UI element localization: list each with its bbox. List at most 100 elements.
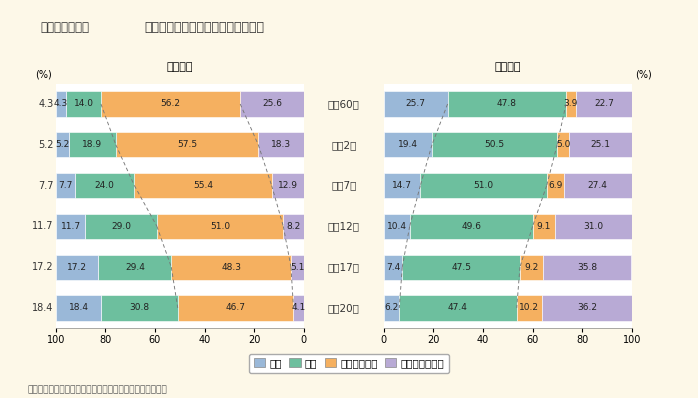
Text: 〈男性〉: 〈男性〉 bbox=[495, 62, 521, 72]
Text: 平成12年: 平成12年 bbox=[328, 221, 359, 231]
Text: 29.4: 29.4 bbox=[125, 263, 144, 272]
Text: 35.8: 35.8 bbox=[577, 263, 597, 272]
Text: 4.3: 4.3 bbox=[38, 99, 53, 109]
Bar bbox=[517, 295, 542, 321]
Bar bbox=[291, 254, 304, 280]
Text: 29.0: 29.0 bbox=[111, 222, 131, 231]
Bar bbox=[75, 173, 135, 198]
Bar bbox=[258, 132, 304, 158]
Bar bbox=[240, 91, 304, 117]
Text: 18.4: 18.4 bbox=[68, 303, 89, 312]
Text: 5.0: 5.0 bbox=[556, 140, 570, 149]
Text: 25.1: 25.1 bbox=[591, 140, 611, 149]
Bar bbox=[384, 173, 420, 198]
Text: 5.2: 5.2 bbox=[55, 140, 70, 149]
Bar bbox=[543, 254, 632, 280]
Bar bbox=[564, 173, 632, 198]
Text: (%): (%) bbox=[635, 70, 652, 80]
Text: 4.3: 4.3 bbox=[54, 100, 68, 109]
Text: 9.2: 9.2 bbox=[524, 263, 538, 272]
Bar bbox=[66, 91, 101, 117]
Bar bbox=[56, 91, 66, 117]
Bar bbox=[56, 295, 101, 321]
Text: 〈女性〉: 〈女性〉 bbox=[167, 62, 193, 72]
Bar bbox=[384, 132, 432, 158]
Bar bbox=[85, 214, 157, 239]
Text: 11.7: 11.7 bbox=[61, 222, 81, 231]
Bar bbox=[101, 91, 240, 117]
Text: 19.4: 19.4 bbox=[398, 140, 418, 149]
Legend: 中卒, 高卒, 高専・短大卒, 大学・大学院卒: 中卒, 高卒, 高専・短大卒, 大学・大学院卒 bbox=[249, 353, 449, 373]
Text: 50.5: 50.5 bbox=[484, 140, 505, 149]
Bar bbox=[101, 295, 178, 321]
Bar bbox=[157, 214, 283, 239]
Bar bbox=[557, 132, 570, 158]
Text: 49.6: 49.6 bbox=[461, 222, 481, 231]
Text: (%): (%) bbox=[36, 70, 52, 80]
Text: 56.2: 56.2 bbox=[161, 100, 181, 109]
Text: 平成20年: 平成20年 bbox=[328, 303, 359, 313]
Text: （備考）厚生労働省「賃金構造基本統計調査」より作成。: （備考）厚生労働省「賃金構造基本統計調査」より作成。 bbox=[28, 385, 168, 394]
Bar bbox=[520, 254, 543, 280]
Bar bbox=[69, 132, 116, 158]
Text: 10.4: 10.4 bbox=[387, 222, 407, 231]
Text: 17.2: 17.2 bbox=[31, 262, 53, 272]
Bar bbox=[116, 132, 258, 158]
Bar bbox=[410, 214, 533, 239]
Text: 平成17年: 平成17年 bbox=[328, 262, 359, 272]
Bar bbox=[384, 295, 399, 321]
Text: 平成2年: 平成2年 bbox=[331, 140, 357, 150]
Bar bbox=[384, 214, 410, 239]
Text: 8.2: 8.2 bbox=[286, 222, 301, 231]
Text: 12.9: 12.9 bbox=[278, 181, 297, 190]
Bar bbox=[542, 295, 632, 321]
Text: 47.8: 47.8 bbox=[497, 100, 517, 109]
Bar bbox=[533, 214, 555, 239]
Text: 48.3: 48.3 bbox=[221, 263, 241, 272]
Bar bbox=[447, 91, 566, 117]
Text: 27.4: 27.4 bbox=[588, 181, 608, 190]
Bar bbox=[56, 132, 69, 158]
Bar bbox=[384, 91, 447, 117]
Text: 10.2: 10.2 bbox=[519, 303, 540, 312]
Text: 47.5: 47.5 bbox=[451, 263, 471, 272]
Bar bbox=[98, 254, 171, 280]
Text: 25.7: 25.7 bbox=[406, 100, 426, 109]
Text: 17.2: 17.2 bbox=[67, 263, 87, 272]
Bar bbox=[283, 214, 304, 239]
Text: 11.7: 11.7 bbox=[32, 221, 53, 231]
Text: 46.7: 46.7 bbox=[225, 303, 246, 312]
Bar bbox=[402, 254, 520, 280]
Bar bbox=[547, 173, 564, 198]
Text: 18.4: 18.4 bbox=[32, 303, 53, 313]
Text: 5.2: 5.2 bbox=[38, 140, 53, 150]
Text: 47.4: 47.4 bbox=[448, 303, 468, 312]
Text: 平成7年: 平成7年 bbox=[331, 181, 357, 191]
Text: 7.4: 7.4 bbox=[386, 263, 400, 272]
Bar bbox=[384, 254, 402, 280]
Text: 22.7: 22.7 bbox=[594, 100, 614, 109]
Bar bbox=[432, 132, 557, 158]
Text: 学歴別一般労働者の構成割合の推移: 学歴別一般労働者の構成割合の推移 bbox=[144, 21, 265, 34]
Bar bbox=[566, 91, 576, 117]
Text: 5.1: 5.1 bbox=[290, 263, 304, 272]
Text: 55.4: 55.4 bbox=[193, 181, 213, 190]
Text: 36.2: 36.2 bbox=[577, 303, 597, 312]
Text: 51.0: 51.0 bbox=[473, 181, 493, 190]
Bar bbox=[56, 254, 98, 280]
Text: 7.7: 7.7 bbox=[58, 181, 73, 190]
Text: 14.0: 14.0 bbox=[73, 100, 94, 109]
Bar bbox=[555, 214, 632, 239]
Bar bbox=[399, 295, 517, 321]
Bar bbox=[570, 132, 632, 158]
Text: 昭和60年: 昭和60年 bbox=[328, 99, 359, 109]
Text: 9.1: 9.1 bbox=[537, 222, 551, 231]
Bar bbox=[272, 173, 304, 198]
Bar bbox=[56, 173, 75, 198]
Text: 30.8: 30.8 bbox=[130, 303, 149, 312]
Text: 18.3: 18.3 bbox=[271, 140, 291, 149]
Text: 31.0: 31.0 bbox=[584, 222, 604, 231]
Text: 3.9: 3.9 bbox=[564, 100, 578, 109]
Text: 18.9: 18.9 bbox=[82, 140, 103, 149]
Bar bbox=[171, 254, 291, 280]
